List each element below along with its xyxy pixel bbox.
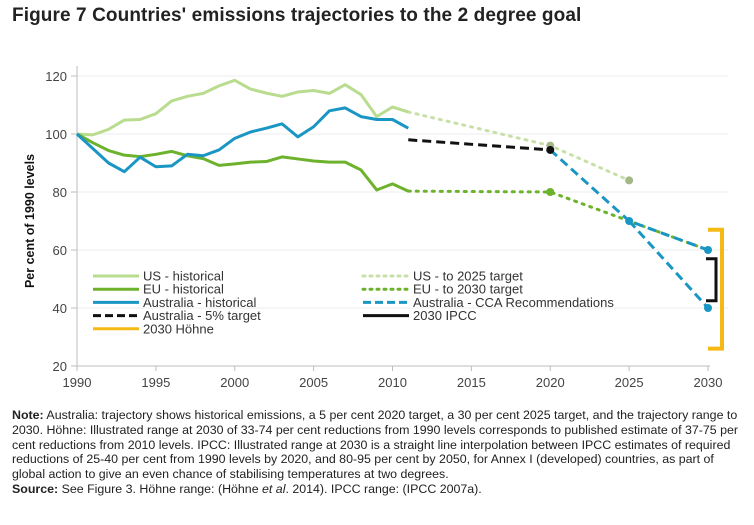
legend-item: US - historical	[93, 269, 224, 284]
us-hist-series	[76, 78, 409, 137]
legend-label: US - to 2025 target	[413, 269, 523, 284]
source-paragraph: Source: See Figure 3. Höhne range: (Höhn…	[12, 482, 748, 497]
y-axis-label: Per cent of 1990 levels	[23, 154, 37, 288]
legend-label: Australia - CCA Recommendations	[413, 295, 614, 310]
series-layer	[75, 78, 724, 351]
aus-hist-series	[75, 106, 409, 174]
legend-label: EU - to 2030 target	[413, 282, 523, 297]
note-text: Australia: trajectory shows historical e…	[12, 408, 738, 482]
y-tick-label: 60	[53, 243, 67, 258]
figure-notes: Note: Australia: trajectory shows histor…	[12, 408, 748, 497]
y-tick-label: 120	[45, 69, 67, 84]
note-label: Note:	[12, 408, 44, 422]
aus-cca-series	[628, 219, 710, 310]
legend-label: US - historical	[143, 269, 224, 284]
us-target-series	[406, 110, 631, 182]
figure-title: Figure 7 Countries' emissions trajectori…	[12, 5, 582, 26]
x-tick-label: 2000	[220, 375, 249, 390]
axes	[76, 66, 710, 367]
legend-item: Australia - CCA Recommendations	[363, 295, 614, 310]
emissions-chart: 1990 1995 2000 2005 2010 2015 2020 2025 2030 20 4…	[23, 66, 728, 390]
x-axis-ticks: 1990 1995 2000 2005 2010 2015 2020 2025 2030	[63, 366, 723, 390]
australia-5pct-target-point	[546, 145, 555, 154]
y-axis-ticks: 20 40 60 80 100 120	[45, 69, 77, 374]
source-text-pre: See Figure 3. Höhne range: (Höhne	[58, 481, 263, 496]
x-tick-label: 2005	[299, 375, 328, 390]
x-tick-label: 1995	[141, 375, 170, 390]
source-label: Source:	[12, 481, 59, 496]
legend-label: 2030 Höhne	[143, 321, 214, 336]
australia-cca-point	[625, 217, 634, 225]
legend-label: Australia - 5% target	[143, 308, 261, 323]
legend-label: 2030 IPCC	[413, 308, 477, 323]
eu-target-point	[546, 188, 555, 196]
y-tick-label: 20	[53, 359, 67, 374]
y-tick-label: 80	[53, 185, 67, 200]
ipcc-2030-series	[706, 257, 718, 303]
legend-item: EU - to 2030 target	[361, 282, 523, 297]
x-tick-label: 2025	[615, 375, 644, 390]
australia-cca-point	[704, 246, 712, 254]
legend-item: Australia - historical	[93, 295, 257, 310]
x-tick-label: 2030	[694, 375, 723, 390]
legend-label: EU - historical	[143, 282, 224, 297]
aus-5pct-series	[408, 138, 551, 152]
eu-hist-series	[76, 132, 409, 193]
x-tick-label: 2015	[457, 375, 486, 390]
x-tick-label: 2010	[378, 375, 407, 390]
x-tick-label: 1990	[63, 375, 92, 390]
legend-item: 2030 IPCC	[363, 308, 477, 323]
hohne-2030-series	[708, 227, 724, 351]
gridlines	[77, 75, 728, 309]
legend-label: Australia - historical	[143, 295, 257, 310]
y-tick-label: 100	[45, 127, 67, 142]
legend-item: Australia - 5% target	[93, 308, 261, 323]
legend-item: 2030 Höhne	[93, 321, 214, 336]
source-text-post: . 2014). IPCC range: (IPCC 2007a).	[285, 481, 482, 496]
us-target-point	[625, 176, 634, 185]
australia-cca-point	[704, 304, 712, 312]
source-et-al: et al	[262, 481, 286, 496]
legend-item: EU - historical	[93, 282, 224, 297]
note-paragraph: Note: Australia: trajectory shows histor…	[12, 408, 748, 482]
eu-target-series	[406, 189, 710, 252]
y-tick-label: 40	[53, 301, 67, 316]
x-tick-label: 2020	[536, 375, 565, 390]
legend-item: US - to 2025 target	[361, 269, 523, 284]
